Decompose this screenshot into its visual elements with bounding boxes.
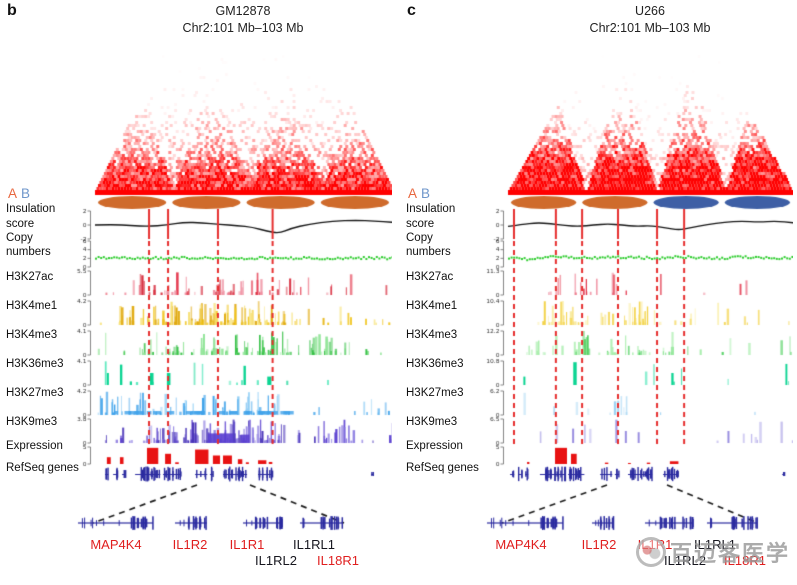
gene-label-il1rl1: IL1RL1 <box>694 537 736 552</box>
track-label-h3k36me3: H3K36me3 <box>6 358 64 370</box>
panel-b: b GM12878 Chr2:101 Mb–103 Mb AB Insulati… <box>0 0 397 585</box>
track-label-copy: Copy <box>6 232 33 244</box>
track-label-refseq-genes: RefSeq genes <box>406 462 479 474</box>
compartment-a-label: A <box>8 186 18 201</box>
gene-label-il1rl2: IL1RL2 <box>664 553 706 568</box>
panel-b-letter: b <box>7 2 17 19</box>
track-label-h3k4me1: H3K4me1 <box>406 300 458 312</box>
track-label-refseq-genes: RefSeq genes <box>6 462 79 474</box>
gene-label-il1rl1: IL1RL1 <box>293 537 335 552</box>
watermark-logo-icon <box>636 537 666 567</box>
panel-c-plot-canvas <box>478 0 793 585</box>
track-label-h3k4me3: H3K4me3 <box>6 329 58 341</box>
track-label-score: score <box>6 218 35 230</box>
track-label-h3k9me3: H3K9me3 <box>406 416 458 428</box>
panel-b-plot-canvas <box>65 0 392 585</box>
panel-c-letter: c <box>407 2 416 19</box>
track-label-h3k27ac: H3K27ac <box>6 271 54 283</box>
gene-label-il1r2: IL1R2 <box>581 537 617 552</box>
track-label-h3k4me1: H3K4me1 <box>6 300 58 312</box>
gene-label-il1r2: IL1R2 <box>172 537 208 552</box>
track-label-h3k9me3: H3K9me3 <box>6 416 58 428</box>
track-label-h3k27ac: H3K27ac <box>406 271 454 283</box>
gene-label-il18r1: IL18R1 <box>317 553 359 568</box>
gene-label-il1rl2: IL1RL2 <box>255 553 297 568</box>
track-label-numbers: numbers <box>6 246 51 258</box>
gene-label-map4k4: MAP4K4 <box>495 537 547 552</box>
watermark-text: 百迈客医学 <box>670 541 791 566</box>
track-label-expression: Expression <box>406 440 463 452</box>
compartment-b-label: B <box>21 186 31 201</box>
panel-c: c U266 Chr2:101 Mb–103 Mb AB Insulations… <box>400 0 797 585</box>
track-label-h3k4me3: H3K4me3 <box>406 329 458 341</box>
track-label-h3k27me3: H3K27me3 <box>6 387 64 399</box>
track-label-score: score <box>406 218 435 230</box>
watermark: 百迈客医学 <box>636 536 790 568</box>
track-label-numbers: numbers <box>406 246 451 258</box>
gene-label-il18r1: IL18R1 <box>724 553 766 568</box>
track-label-insulation: Insulation <box>406 203 456 215</box>
compartment-b-label: B <box>421 186 431 201</box>
gene-label-il1r1: IL1R1 <box>229 537 265 552</box>
track-label-copy: Copy <box>406 232 433 244</box>
gene-label-map4k4: MAP4K4 <box>90 537 142 552</box>
track-label-h3k27me3: H3K27me3 <box>406 387 464 399</box>
track-label-h3k36me3: H3K36me3 <box>406 358 464 370</box>
compartment-a-label: A <box>408 186 418 201</box>
track-label-insulation: Insulation <box>6 203 56 215</box>
track-label-expression: Expression <box>6 440 63 452</box>
